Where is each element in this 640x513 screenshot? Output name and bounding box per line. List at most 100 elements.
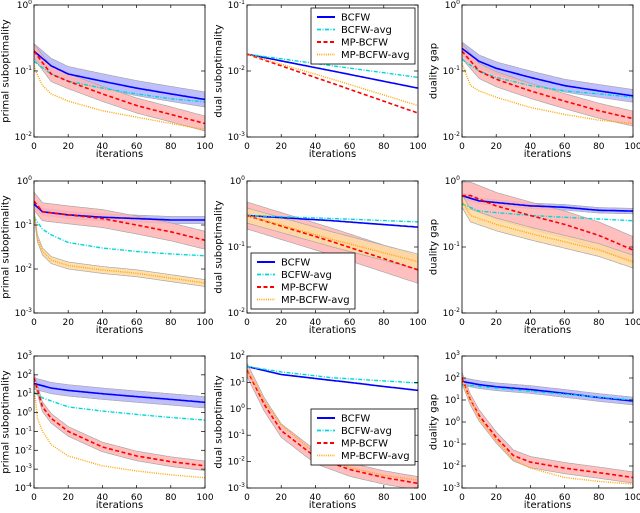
x-tick-label: 100 — [409, 142, 426, 152]
x-tick-label: 80 — [378, 493, 390, 503]
y-tick-label: 102 — [17, 369, 32, 381]
x-tick-label: 20 — [275, 142, 287, 152]
y-tick-exponent: -2 — [239, 307, 245, 314]
y-tick-base: 10 — [445, 418, 457, 428]
y-tick-base: 10 — [445, 396, 457, 406]
y-tick-label: 101 — [17, 388, 32, 400]
y-tick-label: 100 — [17, 407, 32, 419]
y-tick-base: 10 — [445, 374, 457, 384]
x-tick-label: 80 — [165, 318, 177, 328]
y-tick-exponent: -2 — [26, 444, 32, 451]
y-tick-exponent: 0 — [456, 0, 460, 6]
x-axis-label: iterations — [96, 500, 143, 509]
y-tick-base: 10 — [228, 1, 240, 11]
y-tick-exponent: 3 — [456, 350, 460, 357]
y-tick-exponent: -2 — [26, 263, 32, 270]
y-tick-base: 10 — [17, 352, 29, 362]
y-axis-label: primal suboptimality — [1, 195, 12, 298]
legend-label: BCFW-avg — [281, 270, 332, 281]
x-tick-label: 80 — [593, 493, 605, 503]
plot-area — [462, 372, 633, 484]
y-tick-label: 10-3 — [228, 131, 246, 143]
plot-area — [34, 44, 205, 131]
y-tick-base: 10 — [228, 133, 240, 143]
y-tick-exponent: -1 — [454, 438, 460, 445]
x-tick-label: 20 — [275, 318, 287, 328]
y-tick-exponent: 0 — [456, 175, 460, 182]
y-tick-exponent: -2 — [454, 131, 460, 138]
legend-label: BCFW-avg — [341, 25, 392, 36]
y-tick-exponent: 1 — [28, 388, 32, 395]
band-bcfw — [34, 378, 205, 408]
y-tick-exponent: 1 — [241, 376, 245, 383]
legend-label: BCFW — [281, 258, 310, 269]
y-axis-label: duality gap — [429, 219, 440, 275]
x-tick-label: 100 — [624, 318, 640, 328]
legend-label: MP-BCFW-avg — [341, 50, 410, 61]
y-tick-base: 10 — [228, 67, 240, 77]
y-tick-exponent: 0 — [241, 403, 245, 410]
x-axis-label: iterations — [524, 325, 571, 336]
x-tick-label: 80 — [378, 318, 390, 328]
y-tick-label: 10-4 — [15, 482, 33, 494]
y-tick-base: 10 — [15, 484, 27, 494]
x-tick-label: 20 — [490, 142, 502, 152]
x-tick-label: 80 — [378, 142, 390, 152]
y-tick-label: 10-3 — [228, 482, 246, 494]
x-axis-label: iterations — [309, 149, 356, 160]
y-tick-base: 10 — [443, 243, 455, 253]
x-tick-label: 0 — [31, 493, 37, 503]
x-tick-label: 80 — [593, 142, 605, 152]
y-tick-exponent: -2 — [239, 65, 245, 72]
y-tick-exponent: -3 — [239, 131, 245, 138]
y-axis-label: duality gap — [429, 43, 440, 99]
y-tick-exponent: 2 — [241, 350, 245, 357]
y-tick-base: 10 — [443, 67, 455, 77]
x-axis-label: iterations — [96, 149, 143, 160]
y-tick-exponent: -1 — [454, 241, 460, 248]
y-tick-base: 10 — [17, 1, 29, 11]
y-axis-label: duality gap — [429, 394, 440, 450]
y-tick-label: 10-2 — [228, 456, 246, 468]
y-tick-label: 10-2 — [15, 263, 33, 275]
x-tick-label: 0 — [459, 142, 465, 152]
y-tick-label: 10-1 — [15, 65, 33, 77]
series-line-bcfw-avg — [462, 385, 633, 400]
y-tick-label: 10-2 — [15, 131, 33, 143]
y-tick-label: 101 — [445, 394, 460, 406]
y-tick-base: 10 — [228, 458, 240, 468]
legend-label: MP-BCFW — [281, 283, 328, 294]
y-tick-label: 10-1 — [443, 241, 461, 253]
plot-area — [34, 373, 205, 478]
x-tick-label: 100 — [196, 318, 213, 328]
y-tick-base: 10 — [15, 265, 27, 275]
y-tick-label: 10-2 — [228, 307, 246, 319]
x-tick-label: 80 — [593, 318, 605, 328]
x-tick-label: 20 — [62, 142, 74, 152]
y-tick-label: 10-3 — [15, 463, 33, 475]
axes-frame — [34, 181, 205, 313]
x-tick-label: 0 — [244, 493, 250, 503]
x-axis-label: iterations — [96, 325, 143, 336]
x-tick-label: 100 — [624, 493, 640, 503]
y-tick-label: 102 — [445, 372, 460, 384]
y-tick-exponent: -3 — [239, 482, 245, 489]
y-tick-base: 10 — [228, 243, 240, 253]
x-tick-label: 100 — [196, 493, 213, 503]
x-tick-label: 0 — [459, 318, 465, 328]
legend-label: MP-BCFW — [341, 38, 388, 49]
y-tick-exponent: -3 — [26, 463, 32, 470]
y-tick-label: 100 — [445, 0, 460, 11]
y-tick-base: 10 — [445, 352, 457, 362]
plot-area — [462, 182, 633, 268]
legend-label: MP-BCFW-avg — [281, 295, 350, 306]
y-axis-label: dual suboptimality — [214, 375, 225, 468]
x-axis-label: iterations — [524, 500, 571, 509]
